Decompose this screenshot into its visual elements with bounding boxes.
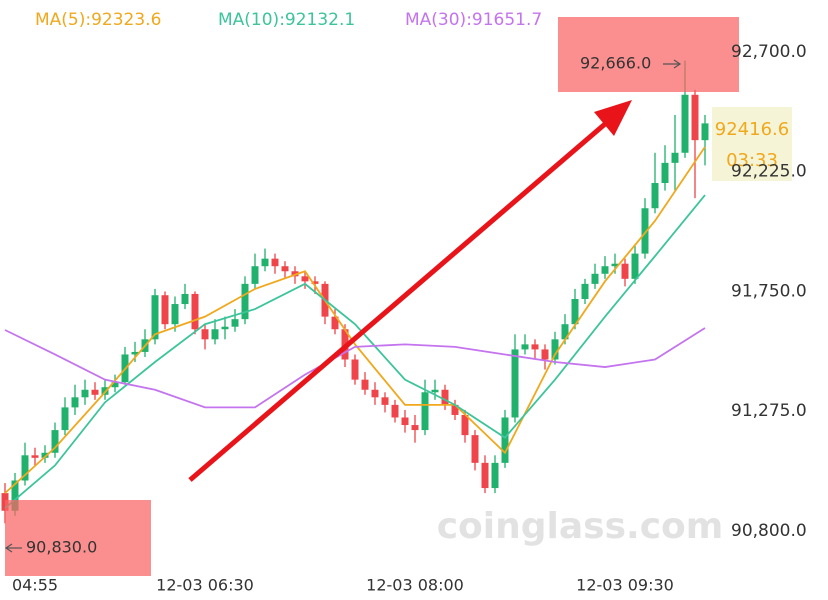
candle-body (621, 263, 629, 279)
max-label: 92,666.0 (580, 54, 651, 73)
candle-body (351, 359, 359, 380)
x-tick-label: 12-03 08:00 (366, 576, 464, 595)
y-tick-label: 92,700.0 (731, 42, 807, 62)
candle-body (71, 397, 79, 408)
trend-arrow (188, 122, 607, 482)
candle-body (491, 462, 499, 489)
candle-body (81, 389, 89, 398)
candle-body (21, 455, 29, 481)
candle-body (371, 389, 379, 398)
candle-body (381, 397, 389, 405)
y-tick-label: 92,225.0 (731, 162, 807, 182)
candle-body (411, 425, 419, 431)
highlight (558, 17, 739, 92)
trend-arrowhead (594, 100, 632, 136)
candle-body (591, 273, 599, 284)
candle-body (521, 344, 529, 350)
plot (1, 60, 709, 524)
candle-body (281, 266, 289, 272)
candle-body (161, 295, 169, 325)
candle-body (581, 283, 589, 299)
candle-body (291, 271, 299, 277)
candle-body (171, 304, 179, 325)
candle-body (151, 295, 159, 340)
candle-body (611, 263, 619, 267)
candle-body (181, 293, 189, 305)
y-tick-label: 91,275.0 (731, 401, 807, 421)
y-tick-label: 90,800.0 (731, 521, 807, 541)
candle-body (421, 392, 429, 431)
candle-body (641, 208, 649, 254)
y-tick-label: 91,750.0 (731, 281, 807, 301)
x-tick-label: 04:55 (12, 576, 58, 595)
candle-body (271, 258, 279, 267)
candle-body (331, 316, 339, 330)
candle-body (601, 266, 609, 274)
countdown: 03:33 (726, 150, 778, 171)
candle-body (391, 404, 399, 418)
candle-body (671, 152, 679, 163)
candle-body (221, 326, 229, 330)
highlight (5, 500, 151, 576)
candle-body (361, 379, 369, 390)
candle-body (691, 94, 699, 141)
candle-body (231, 319, 239, 327)
legend-entry: MA(10):92132.1 (218, 10, 355, 30)
candle-body (111, 382, 119, 388)
candle-body (561, 324, 569, 340)
ma-line (4, 327, 706, 409)
candle-body (461, 414, 469, 436)
candle-body (451, 404, 459, 415)
candle-body (41, 452, 49, 458)
candle-body (51, 430, 59, 453)
candle-body (401, 417, 409, 426)
x-tick-label: 12-03 09:30 (576, 576, 674, 595)
price-box (712, 107, 792, 181)
candle-body (61, 407, 69, 431)
candle-body (571, 298, 579, 325)
candle-body (701, 123, 709, 141)
candle-body (431, 389, 439, 393)
min-label: 90,830.0 (26, 538, 97, 557)
candle-body (11, 480, 19, 511)
legend-entry: MA(5):92323.6 (35, 10, 161, 30)
candle-body (551, 339, 559, 360)
ma-line (4, 194, 706, 509)
candle-body (301, 276, 309, 282)
candle-body (131, 351, 139, 355)
candle-body (31, 455, 39, 458)
max-pointer (673, 59, 682, 69)
candle-body (201, 329, 209, 340)
candle-body (501, 417, 509, 463)
x-tick-label: 12-03 06:30 (156, 576, 254, 595)
min-pointer (4, 543, 13, 553)
legend-entry: MA(30):91651.7 (405, 10, 542, 30)
candle-body (261, 258, 269, 267)
ma-line (4, 146, 706, 494)
candle-body (441, 389, 449, 405)
candle-body (511, 349, 519, 418)
watermark: coinglass.com (437, 506, 724, 547)
candle-body (241, 283, 249, 320)
candle-body (251, 266, 259, 284)
candle-body (471, 435, 479, 463)
candle-body (211, 329, 219, 340)
candle-body (481, 462, 489, 489)
candle-body (541, 349, 549, 360)
candle-body (531, 344, 539, 350)
candle-body (91, 389, 99, 395)
candle-body (631, 253, 639, 279)
candle-body (191, 293, 199, 330)
candle-body (681, 94, 689, 153)
candle-body (661, 162, 669, 184)
candle-body (311, 281, 319, 284)
candle-body (651, 183, 659, 209)
last-price: 92416.6 (715, 119, 789, 140)
